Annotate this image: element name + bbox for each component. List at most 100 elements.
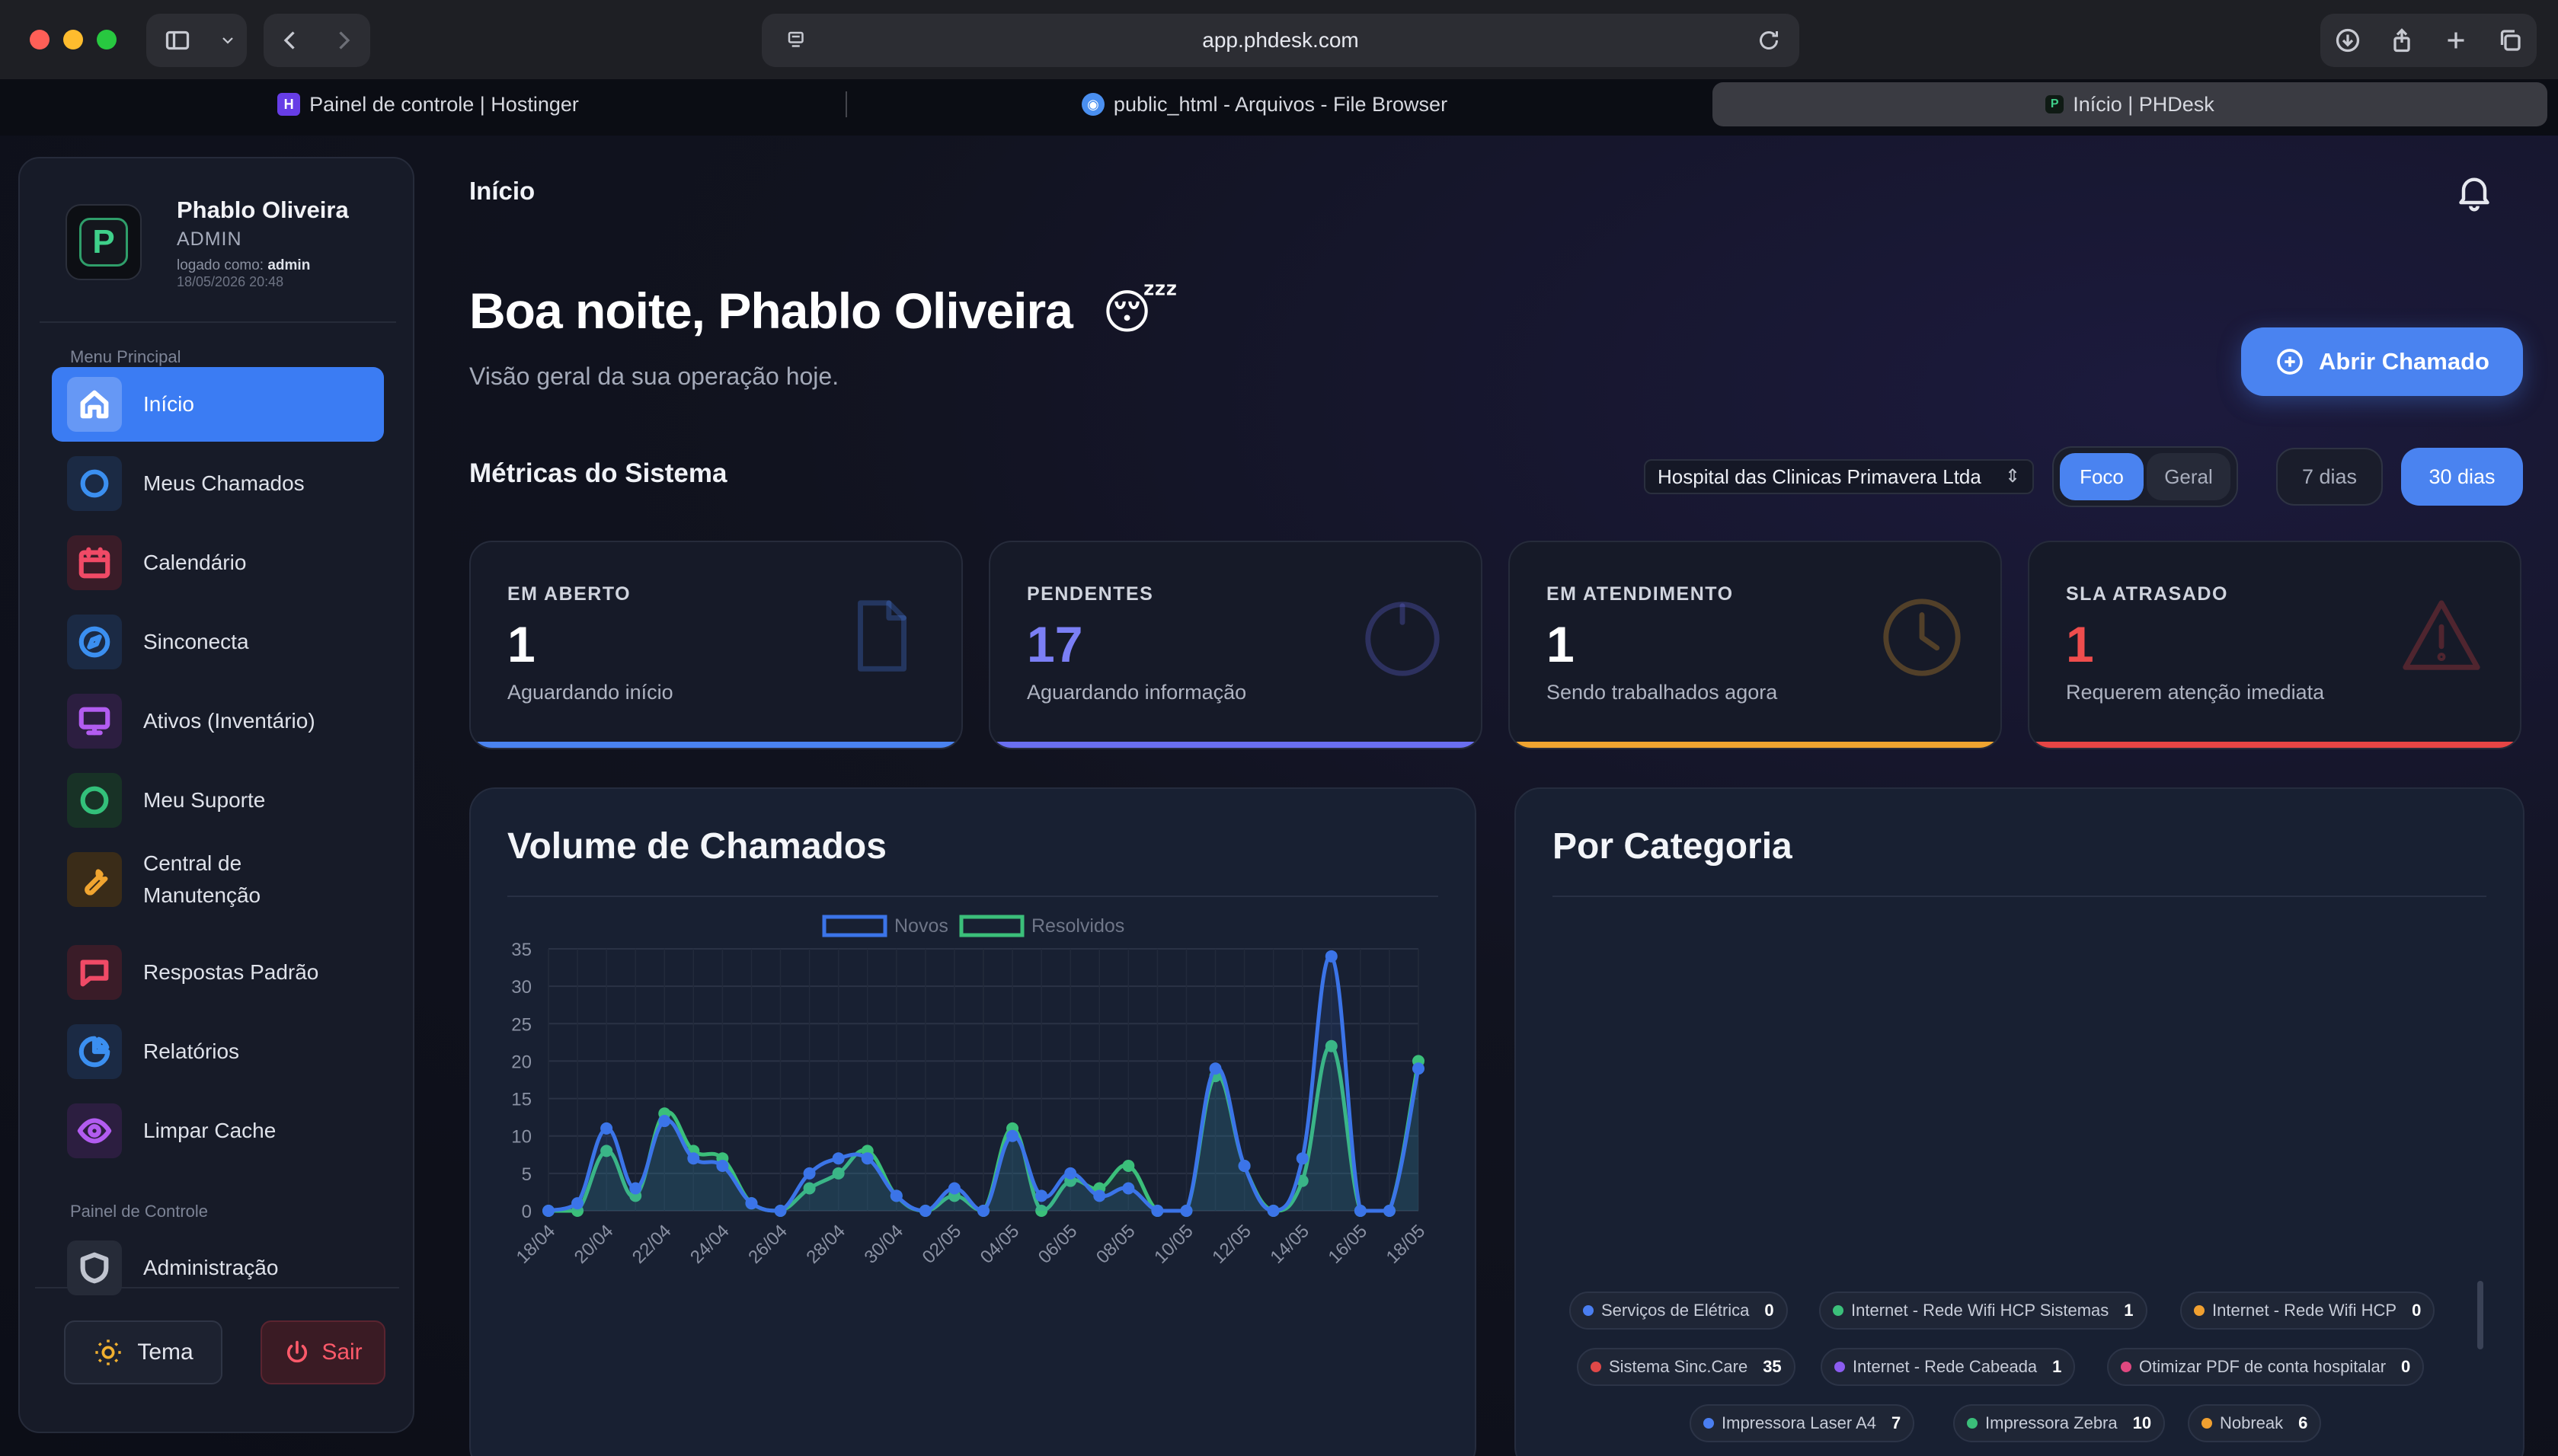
tab-strip: H Painel de controle | Hostinger ◉ publi… [11,79,2547,129]
x-tick-label: 20/04 [571,1221,618,1268]
metric-caption: Aguardando início [507,681,673,704]
data-point-novos [1383,1205,1396,1217]
plus-circle-icon [2277,349,2303,375]
history-nav-group [264,14,370,67]
metric-card-sla-atrasado[interactable]: SLA ATRASADO 1 Requerem atenção imediata [2028,541,2521,749]
data-point-resolvidos [1325,1039,1338,1052]
notification-bell-icon[interactable] [2453,171,2496,213]
legend-chip[interactable]: Impressora Zebra 10 [1953,1404,2166,1442]
minimize-window-button[interactable] [63,30,83,49]
sidebar-item-sinconecta[interactable]: Sinconecta [52,605,384,679]
open-ticket-button[interactable]: Abrir Chamado [2241,327,2523,396]
legend-dot [2201,1418,2212,1429]
legend-chip[interactable]: Nobreak 6 [2188,1404,2322,1442]
legend-dot [2194,1305,2205,1316]
sidebar-toggle-group[interactable] [146,14,247,67]
legend-chip-count: 6 [2298,1413,2308,1432]
legend-chip-label: Otimizar PDF de conta hospitalar [2139,1357,2387,1376]
data-point-novos [861,1152,874,1165]
address-bar[interactable]: app.phdesk.com [762,14,1799,67]
legend-chip[interactable]: Internet - Rede Wifi HCP Sistemas 1 [1819,1292,2147,1330]
sidebar-item-label: Meu Suporte [143,788,266,812]
range-30-days-button[interactable]: 30 dias [2401,448,2523,506]
forward-button[interactable] [321,18,366,63]
legend-swatch [822,915,887,937]
share-icon[interactable] [2379,18,2425,63]
legend-chip[interactable]: Otimizar PDF de conta hospitalar 0 [2107,1348,2425,1386]
data-point-resolvidos [803,1182,816,1195]
logout-button[interactable]: Sair [261,1320,385,1384]
tab-overview-icon[interactable] [2487,18,2533,63]
tab-phdesk[interactable]: P Início | PHDesk [1712,82,2547,126]
tab-hostinger[interactable]: H Painel de controle | Hostinger [11,82,846,126]
sidebar: P Phablo Oliveira ADMIN logado como: adm… [18,157,414,1433]
legend-scrollbar[interactable] [2477,1281,2483,1349]
new-tab-icon[interactable] [2433,18,2479,63]
sidebar-item-inicio[interactable]: Início [52,367,384,442]
sidebar-item-label: Respostas Padrão [143,960,319,984]
data-point-resolvidos [1035,1205,1048,1217]
close-window-button[interactable] [30,30,50,49]
organization-select[interactable]: Hospital das Clinicas Primavera Ltda ⇕ [1644,459,2034,494]
site-settings-icon[interactable] [785,29,809,52]
range-7-days-button[interactable]: 7 dias [2276,448,2383,506]
sidebar-item-meu-suporte[interactable]: Meu Suporte [52,763,384,838]
y-tick-label: 30 [511,977,532,998]
metric-card-em-aberto[interactable]: EM ABERTO 1 Aguardando início [469,541,963,749]
legend-label: Novos [894,915,948,937]
legend-chip[interactable]: Impressora Laser A4 7 [1690,1404,1915,1442]
legend-chip-label: Impressora Laser A4 [1722,1413,1876,1432]
sidebar-toggle-icon[interactable] [155,18,200,63]
sidebar-item-respostas-padrao[interactable]: Respostas Padrão [52,935,384,1010]
toggle-geral[interactable]: Geral [2147,453,2230,500]
sidebar-item-calendario[interactable]: Calendário [52,525,384,600]
legend-chip[interactable]: Internet - Rede Cabeada 1 [1821,1348,2076,1386]
metric-card-pendentes[interactable]: PENDENTES 17 Aguardando informação [989,541,1482,749]
avatar: P [66,204,142,280]
sidebar-item-label: Central de Manutenção [143,851,261,907]
metric-accent-bar [471,742,961,748]
sidebar-item-relatorios[interactable]: Relatórios [52,1014,384,1089]
data-point-novos [1209,1062,1222,1075]
legend-chip[interactable]: Sistema Sinc.Care 35 [1577,1348,1795,1386]
data-point-resolvidos [1122,1160,1135,1173]
app-root: P Phablo Oliveira ADMIN logado como: adm… [0,136,2558,1456]
shield-icon [67,1240,122,1295]
divider [40,321,396,323]
chevron-down-icon[interactable] [216,18,239,63]
data-point-novos [1035,1189,1048,1202]
metric-accent-bar [2029,742,2520,748]
maximize-window-button[interactable] [97,30,117,49]
data-point-novos [1064,1167,1077,1180]
toggle-foco[interactable]: Foco [2060,453,2144,500]
theme-button[interactable]: Tema [64,1320,222,1384]
legend-chip[interactable]: Internet - Rede Wifi HCP 0 [2180,1292,2435,1330]
legend-chip-count: 0 [2412,1301,2422,1320]
reload-icon[interactable] [1755,27,1783,54]
y-tick-label: 35 [511,940,532,960]
home-icon [67,377,122,432]
sidebar-item-ativos-inventario[interactable]: Ativos (Inventário) [52,684,384,758]
data-point-novos [1412,1062,1424,1075]
back-button[interactable] [267,18,313,63]
sidebar-item-administracao[interactable]: Administração [52,1231,384,1305]
sidebar-item-label: Relatórios [143,1039,240,1063]
sidebar-item-central-de-manutencao[interactable]: Central de Manutenção [52,842,384,917]
data-point-novos [832,1152,845,1165]
x-tick-label: 26/04 [744,1221,791,1268]
metric-card-em-atendimento[interactable]: EM ATENDIMENTO 1 Sendo trabalhados agora [1508,541,2002,749]
divider [507,896,1438,897]
legend-chip[interactable]: Serviços de Elétrica 0 [1569,1292,1788,1330]
page-title: Início [469,177,536,205]
data-point-novos [919,1205,932,1217]
metric-caption: Aguardando informação [1027,681,1247,704]
metric-label: EM ATENDIMENTO [1546,583,1734,605]
url-text: app.phdesk.com [1202,28,1359,52]
downloads-icon[interactable] [2325,18,2371,63]
sidebar-item-limpar-cache[interactable]: Limpar Cache [52,1094,384,1168]
tab-file-browser[interactable]: ◉ public_html - Arquivos - File Browser [847,82,1682,126]
legend-dot [2121,1362,2131,1372]
sidebar-item-meus-chamados[interactable]: Meus Chamados [52,446,384,521]
logout-button-label: Sair [321,1339,363,1365]
legend-dot [1834,1362,1845,1372]
